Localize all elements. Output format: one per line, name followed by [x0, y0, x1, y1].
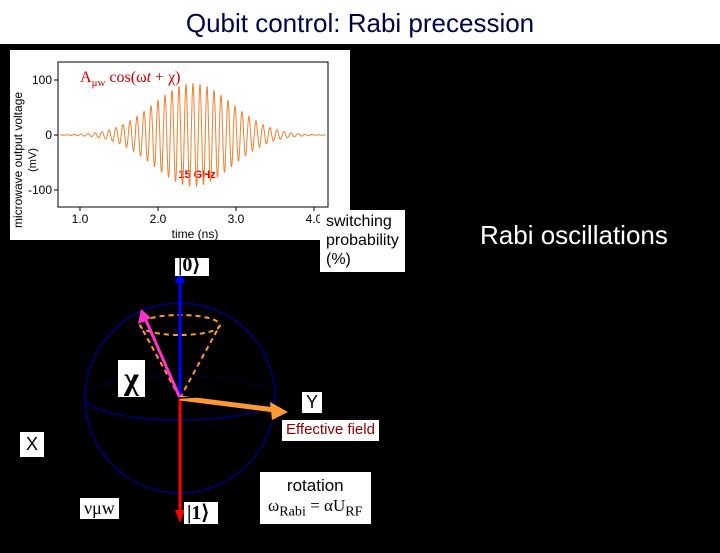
- title-pre: Qubit control:: [186, 8, 348, 38]
- rabi-oscillations-label: Rabi oscillations: [480, 220, 668, 251]
- page-title: Qubit control: Rabi precession: [0, 8, 720, 39]
- state-vector: [145, 318, 180, 398]
- svg-text:0: 0: [45, 128, 52, 142]
- title-bold: Rabi: [348, 8, 401, 38]
- ket1: |1⟩: [187, 502, 209, 524]
- x-arrow: [58, 432, 72, 444]
- waveform-chart: 100 0 -100 1.0 2.0 3.0 4.0 microwave out…: [10, 50, 350, 240]
- nu-line: [112, 460, 150, 503]
- chi-label: χ: [118, 360, 145, 397]
- y-axis: [180, 390, 305, 398]
- eff-field-label: Effective field: [282, 420, 379, 441]
- chi-arc: [167, 363, 180, 366]
- nu-label: νμw: [80, 498, 119, 519]
- x-label: time (ns): [172, 227, 219, 240]
- x-ticks: 1.0 2.0 3.0 4.0: [72, 207, 323, 226]
- x-label-bloch: X: [20, 432, 44, 457]
- svg-text:1.0: 1.0: [72, 212, 89, 226]
- ket0: |0⟩: [178, 258, 200, 276]
- svg-text:3.0: 3.0: [228, 212, 245, 226]
- y-label: microwave output voltage: [11, 92, 25, 228]
- eff-arrow: [270, 402, 288, 420]
- formula: Aμw cos(ωt + χ): [80, 69, 181, 89]
- svg-text:100: 100: [32, 73, 52, 87]
- svg-text:2.0: 2.0: [150, 212, 167, 226]
- rotation-box: rotation ωRabi = αURF: [260, 472, 371, 524]
- y-ticks: 100 0 -100: [28, 73, 58, 197]
- title-post: precession: [401, 8, 534, 38]
- y-unit: (mV): [27, 148, 39, 172]
- z-down-arrow: [175, 510, 185, 523]
- eff-axis: [180, 398, 275, 410]
- svg-text:-100: -100: [28, 183, 52, 197]
- y-label-bloch: Y: [302, 392, 322, 413]
- dash-cone-r: [180, 325, 220, 398]
